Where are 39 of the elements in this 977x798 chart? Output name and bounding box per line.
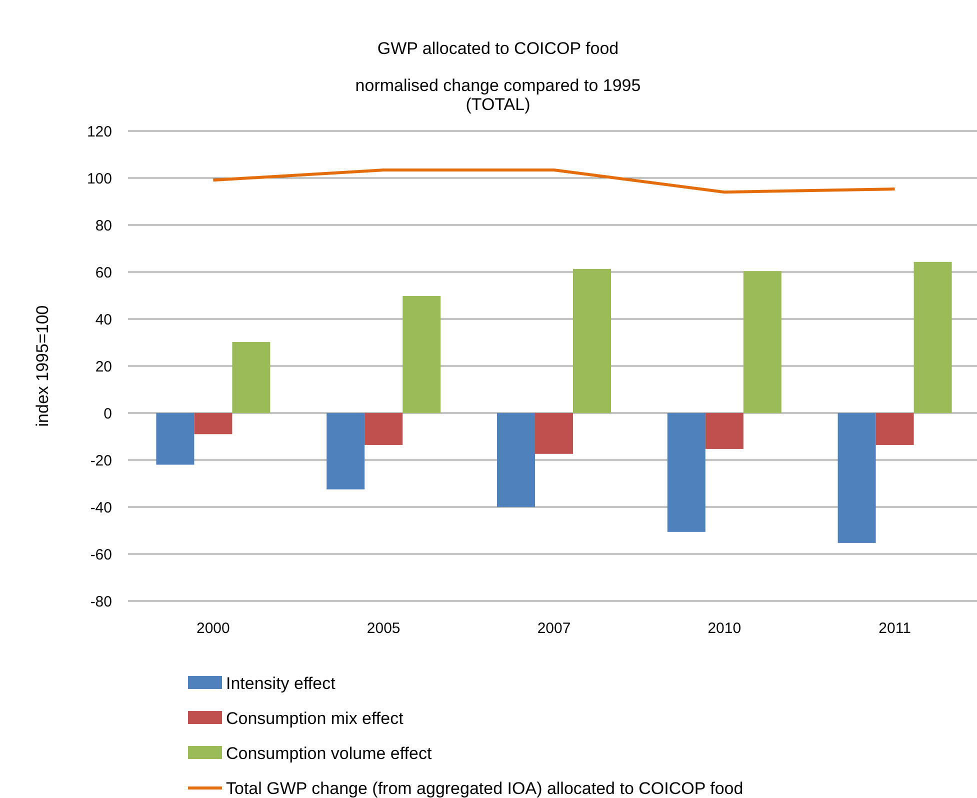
bar bbox=[402, 296, 441, 413]
line-series bbox=[212, 168, 896, 194]
legend-label: Total GWP change (from aggregated IOA) allocated to COICOP food bbox=[226, 778, 744, 798]
x-tick-label: 2010 bbox=[708, 620, 742, 637]
x-tick-label: 2007 bbox=[537, 620, 571, 637]
chart-title: GWP allocated to COICOP food bbox=[377, 39, 619, 58]
bar bbox=[838, 413, 876, 543]
bar bbox=[194, 413, 232, 434]
y-tick-label: 120 bbox=[86, 123, 112, 140]
bar bbox=[497, 413, 535, 507]
legend-label: Intensity effect bbox=[226, 674, 336, 693]
y-tick-label: -60 bbox=[90, 546, 112, 564]
legend-label: Consumption mix effect bbox=[226, 708, 404, 728]
x-tick-label: 2000 bbox=[196, 620, 230, 637]
y-tick-label: -40 bbox=[90, 499, 112, 516]
bar bbox=[573, 268, 611, 413]
y-tick-label: -80 bbox=[90, 593, 112, 610]
y-axis-title: index 1995=100 bbox=[33, 305, 52, 427]
y-tick-label: -20 bbox=[90, 452, 112, 470]
y-tick-label: 0 bbox=[104, 405, 112, 422]
y-tick-label: 80 bbox=[95, 217, 112, 234]
bar bbox=[876, 413, 914, 445]
y-tick-label: 40 bbox=[95, 311, 112, 328]
x-tick-label: 2011 bbox=[878, 620, 911, 637]
bar bbox=[232, 342, 270, 413]
bar bbox=[326, 413, 365, 490]
bar bbox=[535, 413, 573, 454]
y-tick-label: 20 bbox=[95, 358, 112, 376]
chart-subtitle: normalised change compared to 1995 (TOTAL) bbox=[355, 76, 641, 114]
bar bbox=[914, 262, 952, 413]
bar bbox=[364, 413, 403, 445]
bar bbox=[743, 271, 782, 413]
y-tick-label: 100 bbox=[86, 170, 112, 188]
bar bbox=[156, 413, 194, 465]
bar bbox=[705, 413, 744, 449]
y-tick-label: 60 bbox=[95, 264, 112, 282]
legend-label: Consumption volume effect bbox=[226, 744, 432, 763]
x-tick-label: 2005 bbox=[366, 620, 400, 637]
bar bbox=[667, 413, 706, 532]
